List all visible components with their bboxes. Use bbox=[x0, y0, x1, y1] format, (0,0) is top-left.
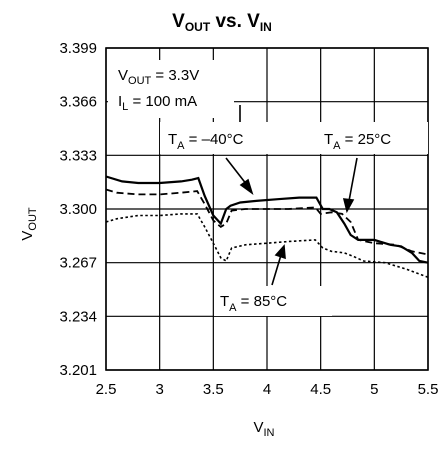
x-tick-label: 2.5 bbox=[96, 381, 117, 398]
x-tick-label: 5.5 bbox=[418, 381, 439, 398]
annotation-arrows bbox=[225, 105, 358, 286]
chart-title: VOUT vs. VIN bbox=[172, 11, 272, 34]
label-bg-minus40 bbox=[160, 122, 288, 154]
arrow-minus40-line bbox=[225, 157, 248, 186]
y-tick-label: 3.300 bbox=[59, 201, 97, 218]
y-tick-labels: 3.201 3.234 3.267 3.300 3.333 3.366 3.399 bbox=[59, 40, 97, 379]
y-tick-label: 3.234 bbox=[59, 308, 97, 325]
x-tick-label: 5 bbox=[370, 381, 378, 398]
arrow-minus40-head bbox=[239, 178, 254, 196]
y-tick-label: 3.399 bbox=[59, 40, 97, 57]
series-label-85: TA = 85°C bbox=[220, 293, 287, 314]
y-tick-label: 3.267 bbox=[59, 255, 97, 272]
plot-frame bbox=[105, 47, 429, 371]
y-tick-label: 3.333 bbox=[59, 147, 97, 164]
series-label-25: TA = 25°C bbox=[324, 131, 391, 152]
condition-vout: VOUT = 3.3V bbox=[118, 67, 199, 87]
x-tick-label: 4.5 bbox=[310, 381, 331, 398]
x-tick-label: 3.5 bbox=[203, 381, 224, 398]
series-line-solid bbox=[105, 175, 429, 264]
x-tick-label: 4 bbox=[263, 381, 271, 398]
arrow-25-line bbox=[348, 157, 358, 202]
y-axis-label: VOUT bbox=[19, 207, 39, 241]
series-lines bbox=[105, 175, 429, 279]
x-tick-labels: 2.5 3 3.5 4 4.5 5 5.5 bbox=[96, 381, 439, 398]
series-label-minus40: TA = –40°C bbox=[168, 131, 244, 152]
x-axis-label: VIN bbox=[253, 419, 274, 439]
series-line-dotted bbox=[105, 213, 429, 279]
x-tick-label: 3 bbox=[155, 381, 163, 398]
arrow-85-head bbox=[274, 244, 286, 260]
label-bg-25 bbox=[318, 122, 428, 154]
condition-il: IL = 100 mA bbox=[118, 93, 197, 113]
label-bg-85 bbox=[214, 286, 332, 316]
y-tick-label: 3.201 bbox=[59, 362, 97, 379]
y-tick-label: 3.366 bbox=[59, 94, 97, 111]
arrow-25-head bbox=[342, 198, 355, 214]
conditions-box bbox=[108, 60, 234, 118]
arrow-85-line bbox=[271, 254, 282, 286]
series-line-dashed bbox=[105, 188, 429, 256]
